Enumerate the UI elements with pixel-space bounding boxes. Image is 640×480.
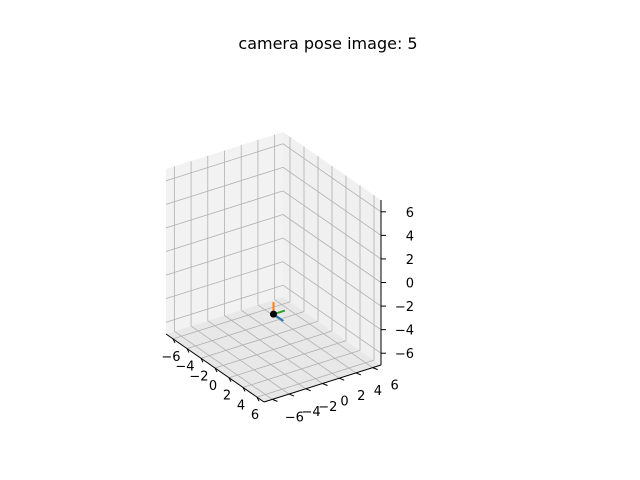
y-tick-label: 0 xyxy=(340,395,348,410)
z-gridline xyxy=(282,190,382,260)
y-gridline xyxy=(224,315,323,384)
x-tick-label: −2 xyxy=(189,369,208,384)
z-tick-label: −2 xyxy=(395,300,414,315)
chart-panes xyxy=(166,132,381,402)
x-tick-label: −4 xyxy=(175,360,194,375)
x-tick-mark xyxy=(256,396,260,402)
y-tick-mark xyxy=(372,367,378,371)
x-gridline xyxy=(242,350,361,388)
y-tick-mark xyxy=(339,377,345,381)
x-tick-mark xyxy=(228,377,232,382)
y-tick-mark xyxy=(272,398,278,402)
z-tick-label: −6 xyxy=(395,347,414,362)
y-tick-label: −4 xyxy=(301,405,320,420)
y-tick-label: 6 xyxy=(391,379,399,394)
y-gridline xyxy=(240,309,340,379)
y-tick-label: 2 xyxy=(357,389,365,404)
z-gridline xyxy=(165,143,284,182)
x-gridline xyxy=(228,340,347,379)
z-tick-label: 0 xyxy=(406,277,414,292)
z-gridline xyxy=(282,167,382,236)
z-tick-label: 2 xyxy=(406,253,414,268)
camera-point xyxy=(270,310,277,318)
x-tick-label: 0 xyxy=(209,379,217,394)
x-tick-mark xyxy=(200,358,204,363)
y-tick-mark xyxy=(305,388,311,392)
chart-marks xyxy=(270,302,286,322)
x-tick-label: 2 xyxy=(223,389,231,404)
z-gridline xyxy=(165,190,284,229)
z-tick-label: −4 xyxy=(395,324,414,339)
z-gridline xyxy=(165,166,284,205)
y-tick-mark xyxy=(288,393,295,397)
z-gridline xyxy=(282,143,382,213)
chart-title: camera pose image: 5 xyxy=(238,34,417,53)
chart-grid xyxy=(165,134,382,400)
z-gridline xyxy=(165,214,284,252)
z-gridline xyxy=(282,214,382,283)
y-tick-mark xyxy=(355,372,362,376)
x-tick-label: 6 xyxy=(251,408,259,423)
z-tick-label: 6 xyxy=(406,206,414,221)
x-tick-label: 4 xyxy=(237,398,245,413)
z-tick-label: 4 xyxy=(406,229,414,244)
x-tick-mark xyxy=(214,367,218,373)
x-tick-mark xyxy=(242,387,246,392)
x-tick-mark xyxy=(186,348,190,353)
y-tick-mark xyxy=(322,383,328,386)
x-gridline xyxy=(256,359,375,398)
y-gridline xyxy=(274,299,373,368)
y-tick-label: −2 xyxy=(318,400,337,415)
x-tick-mark xyxy=(172,338,176,344)
x-tick-label: −6 xyxy=(161,350,180,365)
y-tick-label: 4 xyxy=(374,384,382,399)
y-tick-label: −6 xyxy=(285,410,304,425)
